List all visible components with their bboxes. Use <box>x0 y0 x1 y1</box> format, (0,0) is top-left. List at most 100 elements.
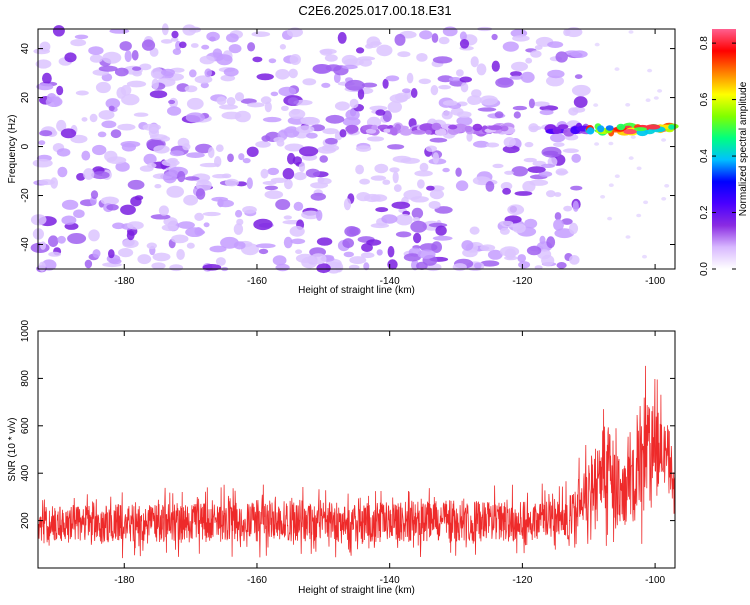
heatmap-noise-blob <box>657 89 663 93</box>
heatmap-noise-blob <box>647 68 653 73</box>
heatmap-noise-blob <box>149 90 168 99</box>
heatmap-noise-blob <box>459 31 467 41</box>
heatmap-noise-blob <box>511 166 528 177</box>
heatmap-noise-blob <box>555 168 568 176</box>
heatmap-noise-blob <box>410 88 418 98</box>
heatmap-noise-blob <box>524 141 534 148</box>
heatmap-noise-blob <box>524 218 538 229</box>
heatmap-noise-blob <box>262 181 277 185</box>
heatmap-signal-blob <box>435 128 447 136</box>
heatmap-signal-blob <box>616 123 626 131</box>
heatmap-noise-blob <box>316 237 333 246</box>
heatmap-noise-blob <box>76 173 86 181</box>
colorbar-tick-label: 0.4 <box>699 149 710 163</box>
heatmap-noise-blob <box>132 70 143 77</box>
heatmap-noise-blob <box>366 239 382 246</box>
heatmap-noise-blob <box>507 204 525 215</box>
heatmap-signal-blob <box>552 126 562 134</box>
heatmap-noise-blob <box>215 257 226 266</box>
heatmap-noise-blob <box>195 188 206 200</box>
spectrogram-ticks: -180 -160 -140 -120 -100 -40 -20 0 20 40 <box>20 29 675 287</box>
heatmap-noise-blob <box>290 108 300 115</box>
heatmap-noise-blob <box>376 44 393 57</box>
heatmap-noise-blob <box>403 253 421 262</box>
heatmap-noise-blob <box>124 50 132 63</box>
colorbar-tick-label: 0.8 <box>699 36 710 50</box>
heatmap-noise-blob <box>370 194 388 202</box>
heatmap-noise-blob <box>343 251 354 258</box>
heatmap-noise-blob <box>33 48 50 55</box>
heatmap-noise-blob <box>121 142 136 152</box>
heatmap-noise-blob <box>278 86 297 97</box>
heatmap-noise-blob <box>139 63 152 71</box>
heatmap-noise-blob <box>512 105 528 111</box>
heatmap-noise-blob <box>120 204 136 215</box>
heatmap-noise-blob <box>119 41 132 51</box>
heatmap-noise-blob <box>261 135 271 142</box>
heatmap-noise-blob <box>410 220 427 233</box>
heatmap-noise-blob <box>227 153 234 163</box>
heatmap-noise-blob <box>122 239 139 249</box>
heatmap-noise-blob <box>203 222 210 228</box>
heatmap-noise-blob <box>287 152 296 165</box>
heatmap-noise-blob <box>233 223 244 235</box>
heatmap-noise-blob <box>293 201 304 211</box>
heatmap-noise-blob <box>150 214 171 220</box>
colorbar-scale <box>712 29 736 269</box>
heatmap-noise-blob <box>45 96 63 107</box>
heatmap-noise-blob <box>260 96 272 105</box>
y-tick-label: 600 <box>20 417 31 434</box>
heatmap-noise-blob <box>284 143 304 152</box>
heatmap-noise-blob <box>570 50 588 58</box>
heatmap-noise-blob <box>419 30 433 40</box>
heatmap-noise-blob <box>504 248 516 260</box>
heatmap-noise-blob <box>289 225 305 237</box>
heatmap-noise-blob <box>499 227 510 235</box>
heatmap-noise-blob <box>455 180 469 191</box>
heatmap-noise-blob <box>302 78 317 86</box>
heatmap-noise-blob <box>512 223 526 234</box>
heatmap-noise-blob <box>186 97 204 110</box>
heatmap-noise-blob <box>251 31 271 37</box>
heatmap-signal-blob <box>472 123 483 131</box>
heatmap-noise-blob <box>664 184 670 188</box>
heatmap-noise-blob <box>275 199 291 210</box>
heatmap-noise-blob <box>642 254 647 259</box>
heatmap-noise-blob <box>126 80 147 88</box>
heatmap-noise-blob <box>333 72 341 84</box>
colorbar-label: Normalized spectral amplitude <box>738 81 749 216</box>
heatmap-noise-blob <box>452 263 467 272</box>
heatmap-noise-blob <box>57 166 68 178</box>
heatmap-noise-blob <box>572 200 579 212</box>
heatmap-noise-blob <box>494 111 504 119</box>
heatmap-noise-blob <box>194 75 213 84</box>
heatmap-noise-blob <box>296 125 315 133</box>
y-tick-label: -40 <box>20 237 31 252</box>
heatmap-noise-blob <box>295 253 315 263</box>
heatmap-noise-blob <box>628 30 634 34</box>
heatmap-noise-blob <box>502 187 511 195</box>
heatmap-noise-blob <box>117 123 136 131</box>
heatmap-noise-blob <box>40 241 46 250</box>
heatmap-noise-blob <box>474 262 482 269</box>
heatmap-noise-blob <box>514 191 533 196</box>
heatmap-noise-blob <box>608 183 614 187</box>
heatmap-noise-blob <box>305 168 320 178</box>
heatmap-noise-blob <box>460 82 469 93</box>
heatmap-noise-blob <box>437 75 454 83</box>
heatmap-noise-blob <box>64 52 77 63</box>
heatmap-noise-blob <box>283 236 293 249</box>
x-tick-label: -140 <box>380 575 400 586</box>
heatmap-noise-blob <box>171 234 189 244</box>
heatmap-signal-blob <box>645 124 661 130</box>
heatmap-noise-blob <box>491 33 498 41</box>
heatmap-noise-blob <box>186 242 195 249</box>
heatmap-noise-blob <box>221 111 242 120</box>
heatmap-noise-blob <box>188 26 201 33</box>
heatmap-noise-blob <box>376 249 383 256</box>
heatmap-noise-blob <box>279 44 286 50</box>
heatmap-noise-blob <box>553 142 565 148</box>
heatmap-noise-blob <box>247 102 265 108</box>
heatmap-noise-blob <box>95 81 111 94</box>
heatmap-noise-blob <box>487 249 503 260</box>
